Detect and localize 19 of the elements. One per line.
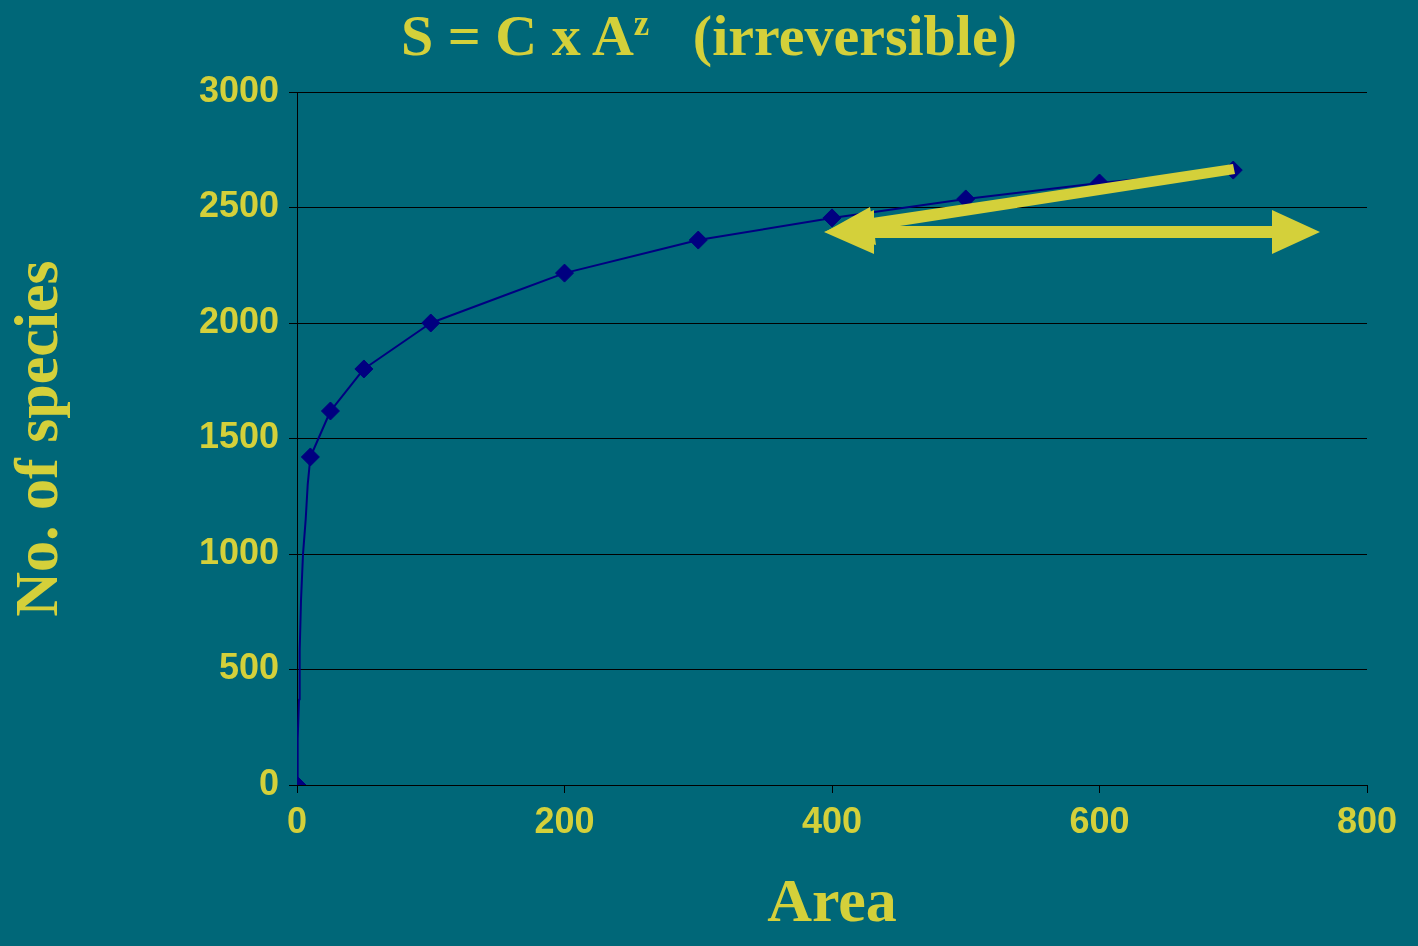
- y-tick-label: 1500: [198, 415, 279, 457]
- y-tick-label: 2000: [198, 299, 279, 341]
- y-axis-title: No. of species: [2, 260, 71, 617]
- point: [320, 401, 340, 421]
- x-axis-title: Area: [767, 865, 897, 934]
- y-tick-label: 0: [258, 761, 279, 803]
- y-tick-label: 3000: [198, 68, 279, 110]
- point: [555, 263, 574, 283]
- x-tick-label: 0: [286, 799, 308, 841]
- x-tick-label: 600: [1069, 799, 1130, 841]
- point: [354, 359, 374, 379]
- y-tick-label: 500: [218, 646, 279, 688]
- x-tick-label: 400: [801, 799, 863, 841]
- x-tick-label: 800: [1336, 799, 1398, 841]
- x-tick-label: 200: [534, 799, 595, 841]
- point: [421, 313, 441, 333]
- chart-title: S = C x A$^{z}$ (irreversible): [400, 3, 1018, 68]
- y-tick-label: 1000: [198, 530, 279, 572]
- y-tick-label: 2500: [198, 184, 279, 226]
